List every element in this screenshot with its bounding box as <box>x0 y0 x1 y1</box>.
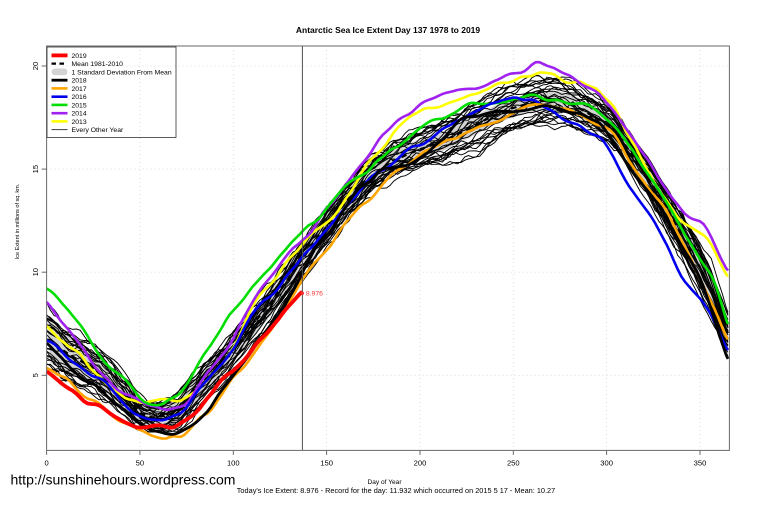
svg-text:2019: 2019 <box>72 53 87 60</box>
svg-text:20: 20 <box>31 62 40 70</box>
svg-text:Ice Extent in millions of sq.: Ice Extent in millions of sq. km. <box>15 183 21 259</box>
svg-text:50: 50 <box>136 459 144 468</box>
svg-text:Every Other Year: Every Other Year <box>72 127 124 134</box>
svg-text:2014: 2014 <box>72 111 87 118</box>
svg-text:Antarctic Sea Ice Extent Day 1: Antarctic Sea Ice Extent Day 137 1978 to… <box>296 25 481 35</box>
svg-text:8.976: 8.976 <box>306 291 323 298</box>
svg-text:2016: 2016 <box>72 94 87 101</box>
svg-text:1 Standard Deviation From Mean: 1 Standard Deviation From Mean <box>72 69 172 76</box>
svg-text:250: 250 <box>507 459 520 468</box>
svg-text:5: 5 <box>31 373 40 377</box>
svg-text:150: 150 <box>320 459 333 468</box>
svg-text:15: 15 <box>31 165 40 173</box>
svg-text:Mean 1981-2010: Mean 1981-2010 <box>72 61 124 68</box>
svg-text:2018: 2018 <box>72 78 87 85</box>
svg-text:http://sunshinehours.wordpress: http://sunshinehours.wordpress.com <box>11 472 236 488</box>
svg-text:300: 300 <box>600 459 613 468</box>
svg-text:2017: 2017 <box>72 86 87 93</box>
svg-text:2015: 2015 <box>72 102 87 109</box>
svg-text:Day of Year: Day of Year <box>367 479 402 486</box>
svg-text:350: 350 <box>694 459 707 468</box>
svg-text:Today's Ice Extent: 8.976 -: Today's Ice Extent: 8.976 - Record for t… <box>237 486 555 495</box>
svg-text:2013: 2013 <box>72 119 87 126</box>
svg-text:100: 100 <box>227 459 240 468</box>
svg-text:10: 10 <box>31 268 40 276</box>
svg-text:200: 200 <box>414 459 427 468</box>
svg-text:0: 0 <box>44 459 48 468</box>
